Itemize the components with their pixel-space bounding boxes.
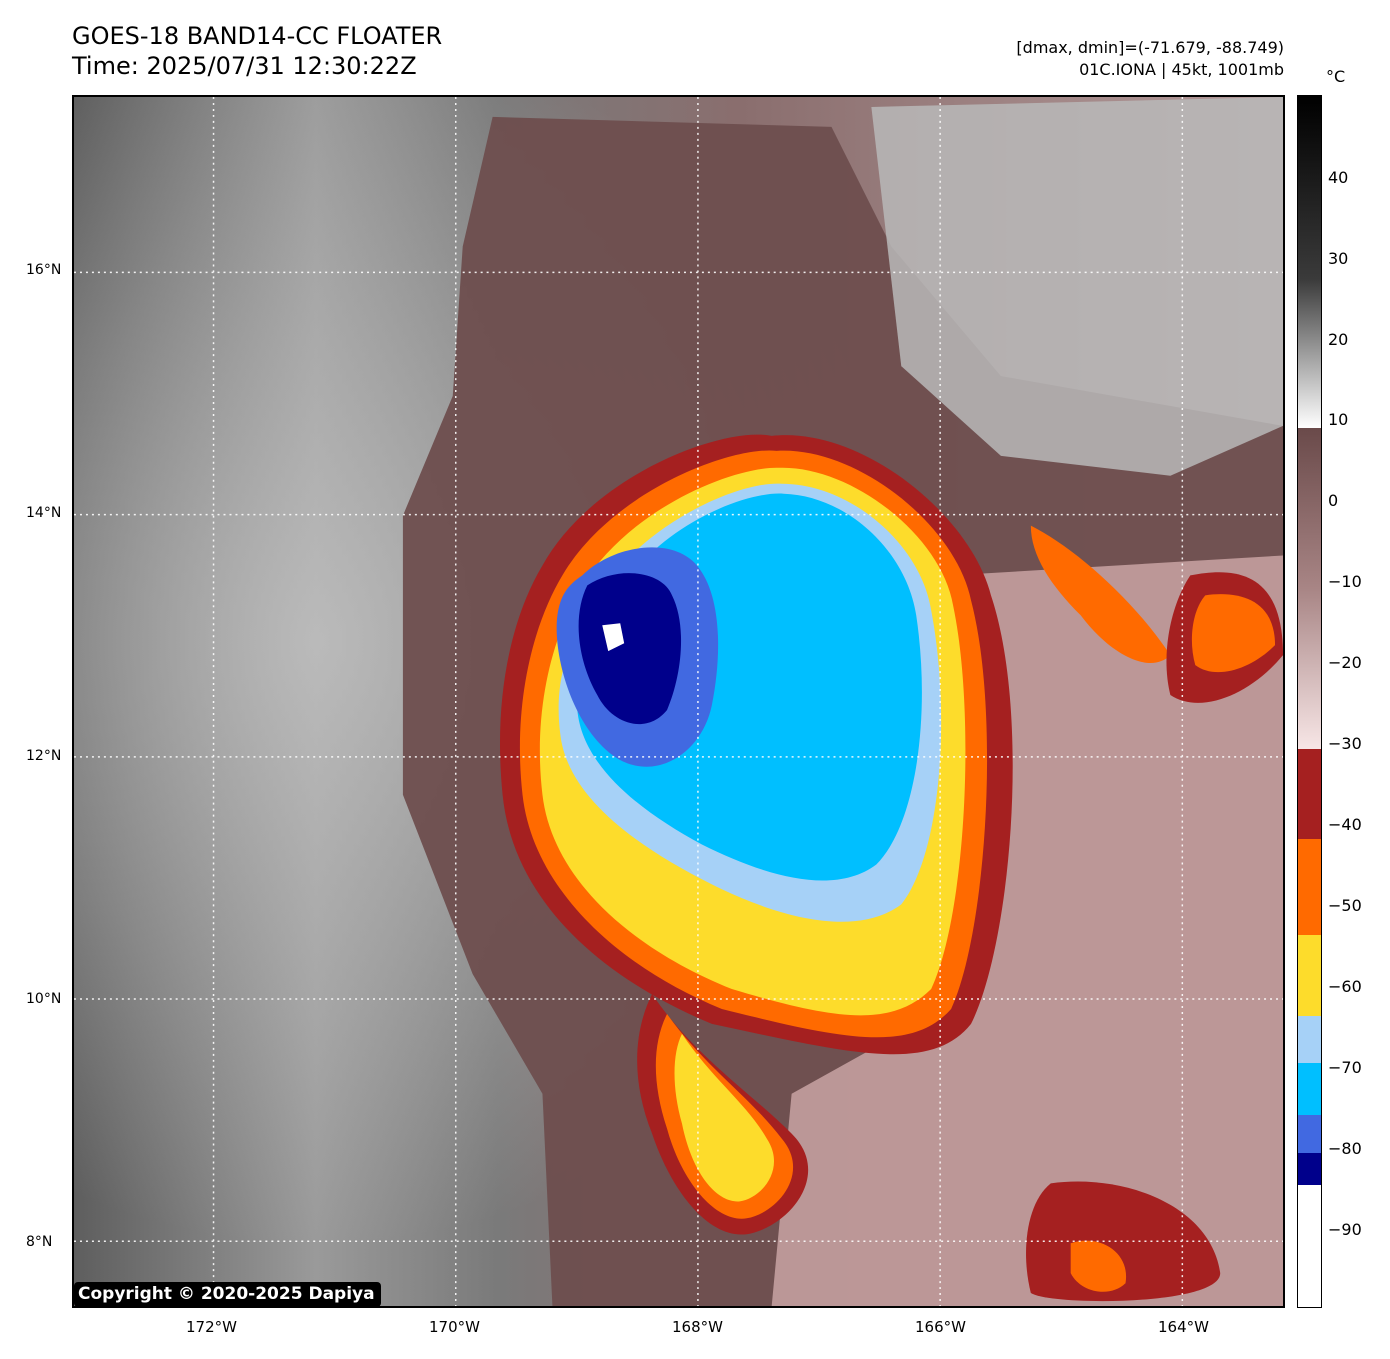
southeast-cell-core [1070,1240,1127,1292]
east-band-1 [1030,525,1171,663]
lat-label-16n: 16°N [26,262,62,278]
figure-title: GOES-18 BAND14-CC FLOATER [72,22,443,50]
figure-time: Time: 2025/07/31 12:30:22Z [72,52,417,80]
colorbar-tick: 20 [1328,330,1349,349]
colorbar-tick: −30 [1328,734,1362,753]
colorbar-orange-segment [1298,839,1321,935]
colorbar-yellow-segment [1298,935,1321,1016]
colorbar-tick: −60 [1328,977,1362,996]
colorbar-unit: °C [1326,67,1346,86]
dmax-dmin-readout: [dmax, dmin]=(-71.679, -88.749) [1016,38,1284,57]
lat-label-8n: 8°N [26,1234,53,1250]
colorbar-tick: −50 [1328,896,1362,915]
colorbar-tick: 40 [1328,168,1349,187]
colorbar-tick: −80 [1328,1139,1362,1158]
east-band-3 [1191,594,1276,673]
colorbar-navy-segment [1298,1153,1321,1185]
colorbar-mauve-segment [1298,428,1321,749]
colorbar-tick: −40 [1328,815,1362,834]
colorbar-tick: −10 [1328,572,1362,591]
south-tail-yellow [674,1033,775,1202]
colorbar-tick: 0 [1328,491,1339,510]
colorbar-white-segment [1298,1185,1321,1307]
copyright-badge: Copyright © 2020-2025 Dapiya [74,1282,381,1307]
colorbar-cyan-segment [1298,1063,1321,1115]
band-navy [578,573,682,725]
colorbar-scale [1298,96,1321,1307]
graticule [74,97,1283,1306]
satellite-map [72,95,1285,1308]
storm-info: 01C.IONA | 45kt, 1001mb [1079,60,1284,79]
lat-label-12n: 12°N [26,748,62,764]
colorbar-tick: −20 [1328,653,1362,672]
colorbar-tick: 10 [1328,410,1349,429]
colorbar-red-segment [1298,749,1321,839]
lon-label-168w: 168°W [672,1318,723,1336]
pink-region-east [771,555,1283,1306]
grey-cloud-northeast [871,97,1283,476]
colorbar-tick: −90 [1328,1220,1362,1239]
colorbar [1297,95,1322,1308]
colorbar-tick: −70 [1328,1058,1362,1077]
lat-label-14n: 14°N [26,505,62,521]
colorbar-grey-segment [1298,96,1321,428]
lon-label-166w: 166°W [915,1318,966,1336]
lat-label-10n: 10°N [26,991,62,1007]
lon-label-170w: 170°W [429,1318,480,1336]
colorbar-lightblue-segment [1298,1016,1321,1063]
lon-label-172w: 172°W [186,1318,237,1336]
colorbar-tick: 30 [1328,249,1349,268]
map-canvas [74,97,1283,1306]
lon-label-164w: 164°W [1158,1318,1209,1336]
colorbar-royalblue-segment [1298,1115,1321,1153]
coldest-spot [602,623,625,652]
